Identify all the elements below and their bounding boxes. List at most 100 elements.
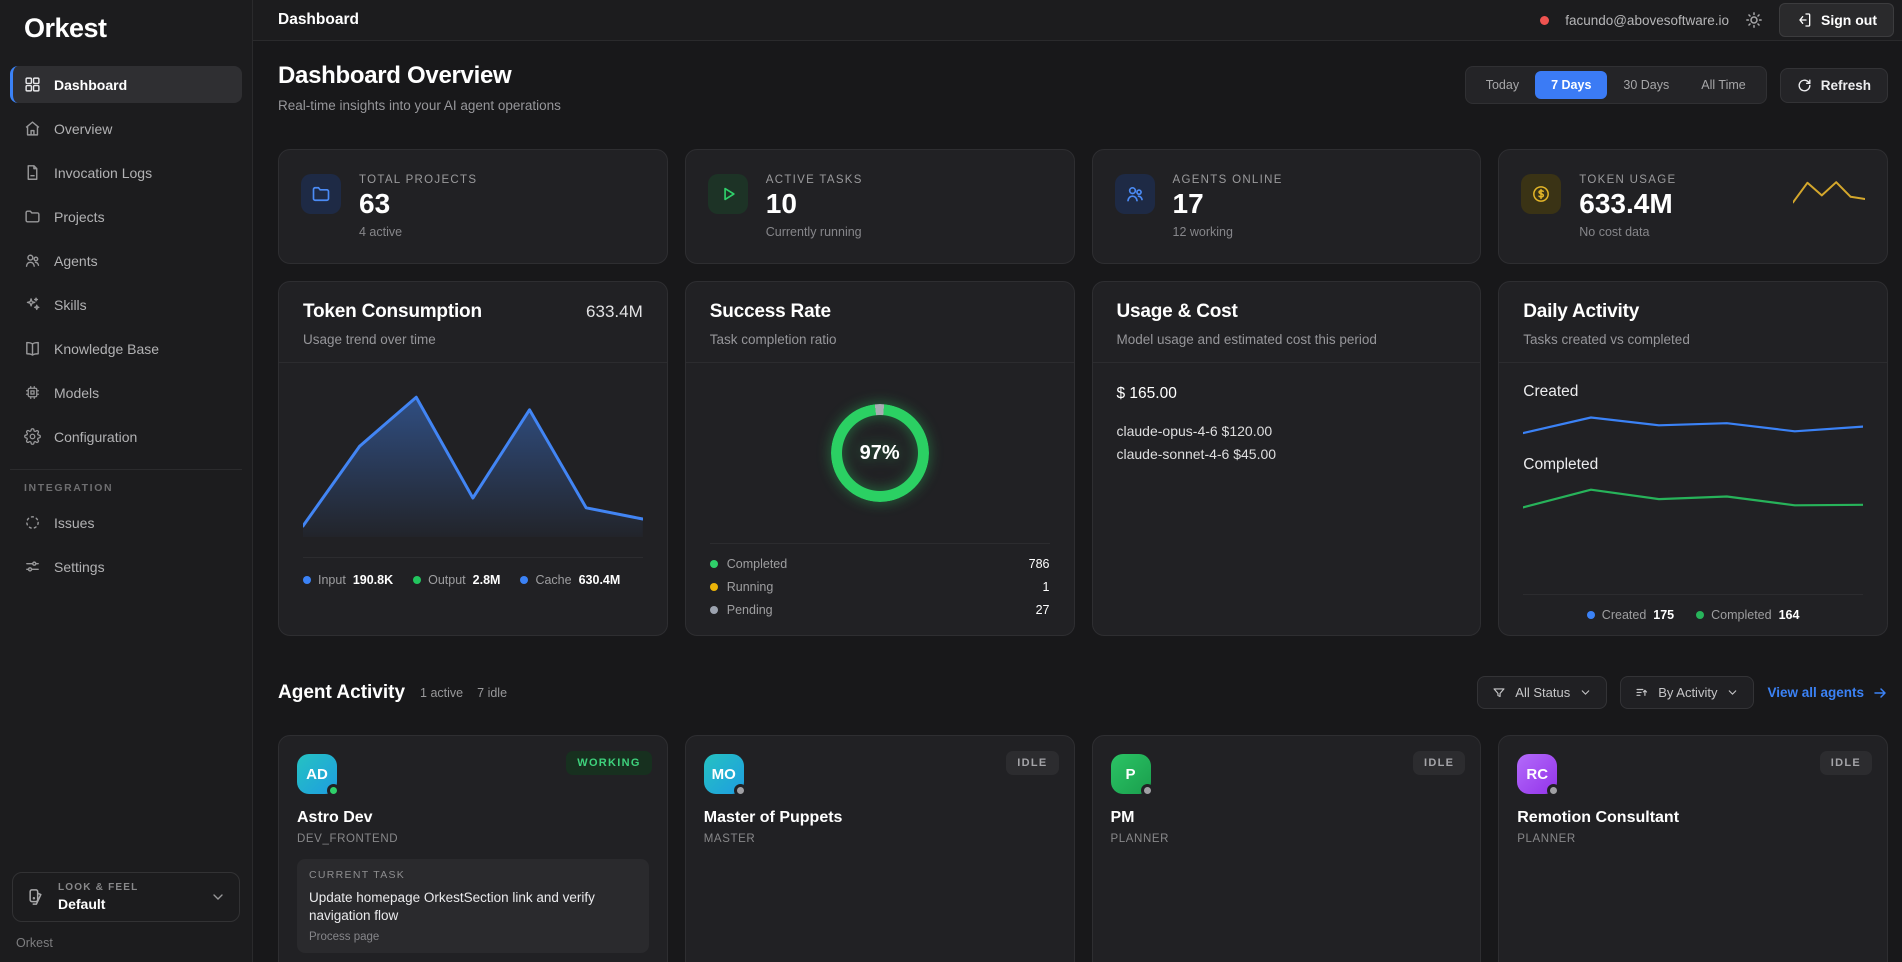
stat-sub: Currently running xyxy=(766,225,863,239)
status-badge: IDLE xyxy=(1006,751,1058,775)
stat-card-agents-online: AGENTS ONLINE 17 12 working xyxy=(1092,149,1482,264)
card-title: Usage & Cost xyxy=(1117,301,1238,323)
folder-icon xyxy=(301,174,341,214)
avatar: MO xyxy=(704,754,744,794)
avatar: RC xyxy=(1517,754,1557,794)
current-task-text: Update homepage OrkestSection link and v… xyxy=(309,889,637,925)
card-title: Daily Activity xyxy=(1523,301,1639,323)
agents-row: AD WORKING Astro Dev DEV_FRONTEND CURREN… xyxy=(278,735,1888,962)
stat-sub: No cost data xyxy=(1579,225,1676,239)
sidebar-item-label: Knowledge Base xyxy=(54,341,159,357)
sidebar-item-issues[interactable]: Issues xyxy=(10,504,242,541)
sort-filter-dropdown[interactable]: By Activity xyxy=(1620,676,1754,709)
status-badge: WORKING xyxy=(566,751,651,775)
status-filter-dropdown[interactable]: All Status xyxy=(1477,676,1607,709)
sidebar-item-label: Overview xyxy=(54,121,112,137)
agent-card-remotion-consultant[interactable]: RC IDLE Remotion Consultant PLANNER xyxy=(1498,735,1888,962)
avatar: AD xyxy=(297,754,337,794)
sliders-icon xyxy=(24,558,41,575)
legend-pending: Pending27 xyxy=(710,603,1050,617)
card-subtitle: Task completion ratio xyxy=(710,332,1050,347)
logout-icon xyxy=(1796,12,1812,28)
sidebar-item-knowledge-base[interactable]: Knowledge Base xyxy=(10,330,242,367)
user-email: facundo@abovesoftware.io xyxy=(1565,13,1729,28)
page-subtitle: Real-time insights into your AI agent op… xyxy=(278,98,561,113)
topbar-title: Dashboard xyxy=(278,11,359,29)
view-all-agents-link[interactable]: View all agents xyxy=(1767,685,1888,701)
agent-name: PM xyxy=(1111,809,1463,827)
sort-icon xyxy=(1635,686,1649,700)
home-icon xyxy=(24,120,41,137)
completed-series-label: Completed xyxy=(1523,456,1863,474)
usage-cost-total: $ 165.00 xyxy=(1117,385,1457,403)
card-subtitle: Usage trend over time xyxy=(303,332,643,347)
time-filter-30-days[interactable]: 30 Days xyxy=(1607,71,1685,99)
chevron-down-icon xyxy=(1726,686,1739,699)
token-consumption-area-chart xyxy=(303,387,643,539)
loader-icon xyxy=(24,514,41,531)
usage-cost-card: Usage & Cost Model usage and estimated c… xyxy=(1092,281,1482,636)
time-filter-7-days[interactable]: 7 Days xyxy=(1535,71,1607,99)
status-dot xyxy=(734,784,747,797)
stat-value: 17 xyxy=(1173,189,1283,220)
sparkles-icon xyxy=(24,296,41,313)
status-badge: IDLE xyxy=(1413,751,1465,775)
agent-card-master-of-puppets[interactable]: MO IDLE Master of Puppets MASTER xyxy=(685,735,1075,962)
integration-section-label: INTEGRATION xyxy=(0,480,252,504)
look-and-feel-value: Default xyxy=(58,896,138,912)
grid-icon xyxy=(24,76,41,93)
agent-name: Astro Dev xyxy=(297,809,649,827)
legend-output: Output2.8M xyxy=(413,573,500,587)
sidebar-item-label: Invocation Logs xyxy=(54,165,152,181)
stat-card-total-projects: TOTAL PROJECTS 63 4 active xyxy=(278,149,668,264)
status-badge: IDLE xyxy=(1820,751,1872,775)
legend-completed: Completed786 xyxy=(710,557,1050,571)
stat-label: ACTIVE TASKS xyxy=(766,174,863,186)
look-and-feel-selector[interactable]: LOOK & FEEL Default xyxy=(12,872,240,922)
time-filter-today[interactable]: Today xyxy=(1470,71,1535,99)
sidebar-item-label: Issues xyxy=(54,515,94,531)
agents-active-count: 1 active xyxy=(420,686,463,700)
refresh-label: Refresh xyxy=(1821,78,1871,93)
agent-card-pm[interactable]: P IDLE PM PLANNER xyxy=(1092,735,1482,962)
time-filter-group: Today 7 Days 30 Days All Time xyxy=(1465,66,1767,104)
sidebar-item-models[interactable]: Models xyxy=(10,374,242,411)
stat-value: 10 xyxy=(766,189,863,220)
look-and-feel-label: LOOK & FEEL xyxy=(58,882,138,893)
sign-out-button[interactable]: Sign out xyxy=(1779,3,1894,37)
sidebar-item-dashboard[interactable]: Dashboard xyxy=(10,66,242,103)
stat-label: TOTAL PROJECTS xyxy=(359,174,477,186)
stat-label: TOKEN USAGE xyxy=(1579,174,1676,186)
arrow-right-icon xyxy=(1872,685,1888,701)
token-consumption-card: Token Consumption 633.4M Usage trend ove… xyxy=(278,281,668,636)
sidebar-item-label: Skills xyxy=(54,297,87,313)
users-icon xyxy=(24,252,41,269)
time-filter-all-time[interactable]: All Time xyxy=(1685,71,1761,99)
topbar: Dashboard facundo@abovesoftware.io Sign … xyxy=(253,0,1902,41)
agent-card-astro-dev[interactable]: AD WORKING Astro Dev DEV_FRONTEND CURREN… xyxy=(278,735,668,962)
status-dot xyxy=(1547,784,1560,797)
success-rate-percent: 97% xyxy=(831,404,929,502)
agent-activity-section: Agent Activity 1 active 7 idle All Statu… xyxy=(278,676,1888,962)
sidebar-item-configuration[interactable]: Configuration xyxy=(10,418,242,455)
sidebar-item-projects[interactable]: Projects xyxy=(10,198,242,235)
created-series-label: Created xyxy=(1523,383,1863,401)
stat-card-active-tasks: ACTIVE TASKS 10 Currently running xyxy=(685,149,1075,264)
agent-role: DEV_FRONTEND xyxy=(297,833,649,845)
dashboard-content: Dashboard Overview Real-time insights in… xyxy=(253,41,1902,962)
sidebar-item-settings[interactable]: Settings xyxy=(10,548,242,585)
stat-value: 633.4M xyxy=(1579,189,1676,220)
sidebar-item-skills[interactable]: Skills xyxy=(10,286,242,323)
token-total: 633.4M xyxy=(586,302,643,322)
sidebar-item-label: Projects xyxy=(54,209,105,225)
status-dot xyxy=(1141,784,1154,797)
refresh-button[interactable]: Refresh xyxy=(1780,68,1888,103)
sidebar-item-agents[interactable]: Agents xyxy=(10,242,242,279)
sidebar-item-overview[interactable]: Overview xyxy=(10,110,242,147)
agent-role: PLANNER xyxy=(1111,833,1463,845)
sun-icon xyxy=(1745,11,1763,29)
theme-toggle-button[interactable] xyxy=(1745,11,1763,29)
charts-row: Token Consumption 633.4M Usage trend ove… xyxy=(278,281,1888,636)
avatar: P xyxy=(1111,754,1151,794)
sidebar-item-invocation-logs[interactable]: Invocation Logs xyxy=(10,154,242,191)
